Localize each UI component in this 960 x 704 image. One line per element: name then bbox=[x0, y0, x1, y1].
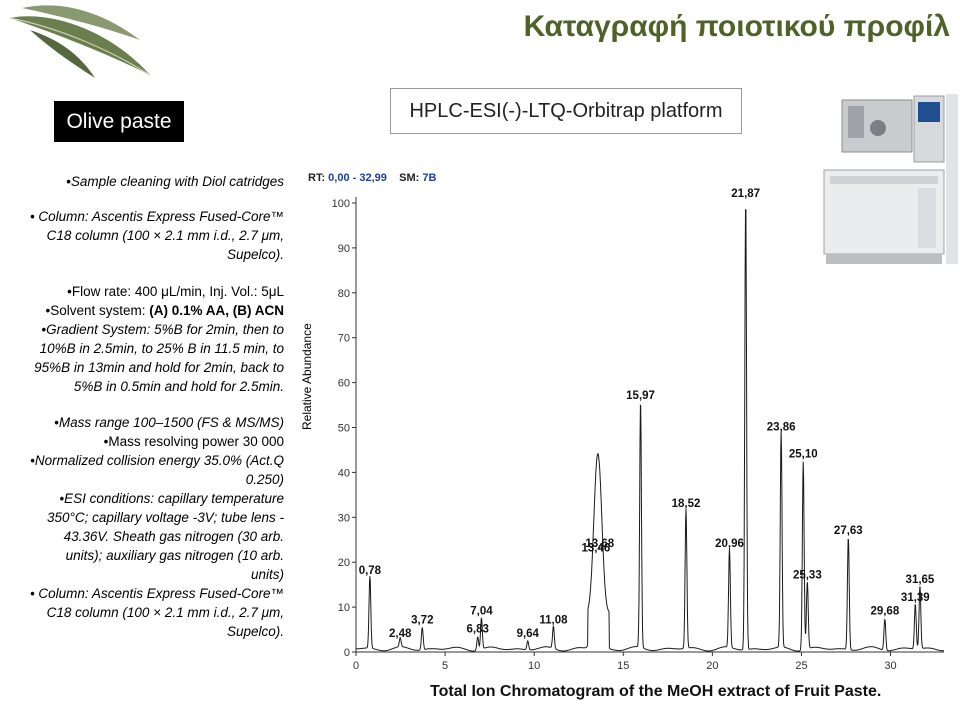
x-tick-label: 20 bbox=[706, 660, 718, 672]
y-tick-label: 60 bbox=[338, 378, 350, 390]
mass-spectrometer-icon bbox=[818, 92, 960, 270]
peak-label: 27,63 bbox=[834, 525, 863, 537]
peak-label: 13,68 bbox=[585, 538, 614, 550]
condition-line: Supelco). bbox=[226, 624, 284, 639]
peak-label: 25,33 bbox=[793, 570, 822, 582]
y-tick-label: 80 bbox=[338, 288, 350, 300]
x-tick-label: 15 bbox=[617, 660, 629, 672]
condition-line: C18 column (100 × 2.1 mm i.d., 2.7 μm, bbox=[46, 228, 284, 243]
condition-line: 95%B in 13min and hold for 2min, back to bbox=[34, 360, 284, 375]
peak-label: 0,78 bbox=[359, 565, 382, 577]
condition-line: •Sample cleaning with Diol catridges bbox=[66, 174, 284, 189]
peak-label: 15,97 bbox=[626, 390, 655, 402]
x-tick-label: 25 bbox=[795, 660, 807, 672]
condition-line: • Column: Ascentis Express Fused-Core™ bbox=[29, 586, 284, 601]
x-tick-label: 10 bbox=[528, 660, 540, 672]
chromatogram-trace bbox=[356, 209, 944, 652]
peak-label: 29,68 bbox=[870, 606, 899, 618]
x-tick-label: 5 bbox=[442, 660, 448, 672]
peak-label: 18,52 bbox=[672, 498, 701, 510]
peak-label: 7,04 bbox=[470, 606, 493, 618]
sample-label: Olive paste bbox=[54, 101, 184, 142]
condition-line: •Normalized collision energy 35.0% (Act.… bbox=[30, 453, 284, 468]
condition-line: 10%B in 2.5min, to 25% B in 11.5 min, to bbox=[39, 341, 284, 356]
method-conditions: •Sample cleaning with Diol catridges • C… bbox=[6, 172, 284, 641]
condition-line: Supelco). bbox=[226, 247, 284, 262]
condition-line: •Solvent system: (A) 0.1% AA, (B) ACN bbox=[45, 303, 284, 318]
chart-caption: Total Ion Chromatogram of the MeOH extra… bbox=[430, 683, 882, 700]
x-tick-label: 30 bbox=[884, 660, 896, 672]
condition-line: •Mass resolving power 30 000 bbox=[103, 434, 284, 449]
chart-range-info: RT: 0,00 - 32,99 SM: 7B bbox=[308, 172, 437, 184]
peak-label: 31,65 bbox=[906, 574, 935, 586]
x-tick-label: 0 bbox=[353, 660, 359, 672]
peak-label: 13,46 bbox=[581, 543, 610, 555]
peak-label: 9,64 bbox=[517, 628, 540, 640]
peak-label: 6,83 bbox=[467, 624, 489, 636]
peak-label: 3,72 bbox=[411, 615, 433, 627]
peak-label: 25,10 bbox=[789, 448, 818, 460]
condition-line: • Column: Ascentis Express Fused-Core™ bbox=[29, 209, 284, 224]
page-title: Καταγραφή ποιοτικού προφίλ bbox=[523, 10, 950, 43]
peak-label: 2,48 bbox=[389, 628, 412, 640]
y-tick-label: 30 bbox=[338, 512, 350, 524]
y-tick-label: 70 bbox=[338, 333, 350, 345]
condition-line: •ESI conditions: capillary temperature bbox=[59, 491, 284, 506]
peak-label: 20,96 bbox=[715, 538, 744, 550]
peak-label: 31,39 bbox=[901, 592, 930, 604]
condition-line: C18 column (100 × 2.1 mm i.d., 2.7 μm, bbox=[46, 605, 284, 620]
condition-line: 350°C; capillary voltage -3V; tube lens … bbox=[46, 510, 284, 525]
peak-label: 21,87 bbox=[731, 188, 760, 200]
y-tick-label: 10 bbox=[338, 602, 350, 614]
condition-line: 0.250) bbox=[245, 472, 284, 487]
y-tick-label: 50 bbox=[338, 423, 350, 435]
condition-line: 5%B in 0.5min and hold for 2.5min. bbox=[73, 379, 284, 394]
olive-leaf-icon bbox=[0, 0, 160, 90]
platform-label: HPLC-ESI(-)-LTQ-Orbitrap platform bbox=[390, 88, 742, 134]
condition-line: units); auxiliary gas nitrogen (10 arb. bbox=[65, 548, 284, 563]
condition-line: units) bbox=[250, 567, 284, 582]
peak-label: 11,08 bbox=[539, 615, 568, 627]
y-tick-label: 40 bbox=[338, 467, 350, 479]
condition-line: •Mass range 100–1500 (FS & MS/MS) bbox=[54, 415, 284, 430]
condition-line: 43.36V. Sheath gas nitrogen (30 arb. bbox=[63, 529, 284, 544]
condition-line: •Flow rate: 400 μL/min, Inj. Vol.: 5μL bbox=[67, 284, 284, 299]
peak-label: 23,86 bbox=[767, 421, 796, 433]
y-tick-label: 20 bbox=[338, 557, 350, 569]
y-tick-label: 0 bbox=[344, 647, 350, 659]
y-tick-label: 100 bbox=[332, 198, 350, 210]
y-tick-label: 90 bbox=[338, 243, 350, 255]
condition-line: •Gradient System: 5%B for 2min, then to bbox=[41, 322, 284, 337]
